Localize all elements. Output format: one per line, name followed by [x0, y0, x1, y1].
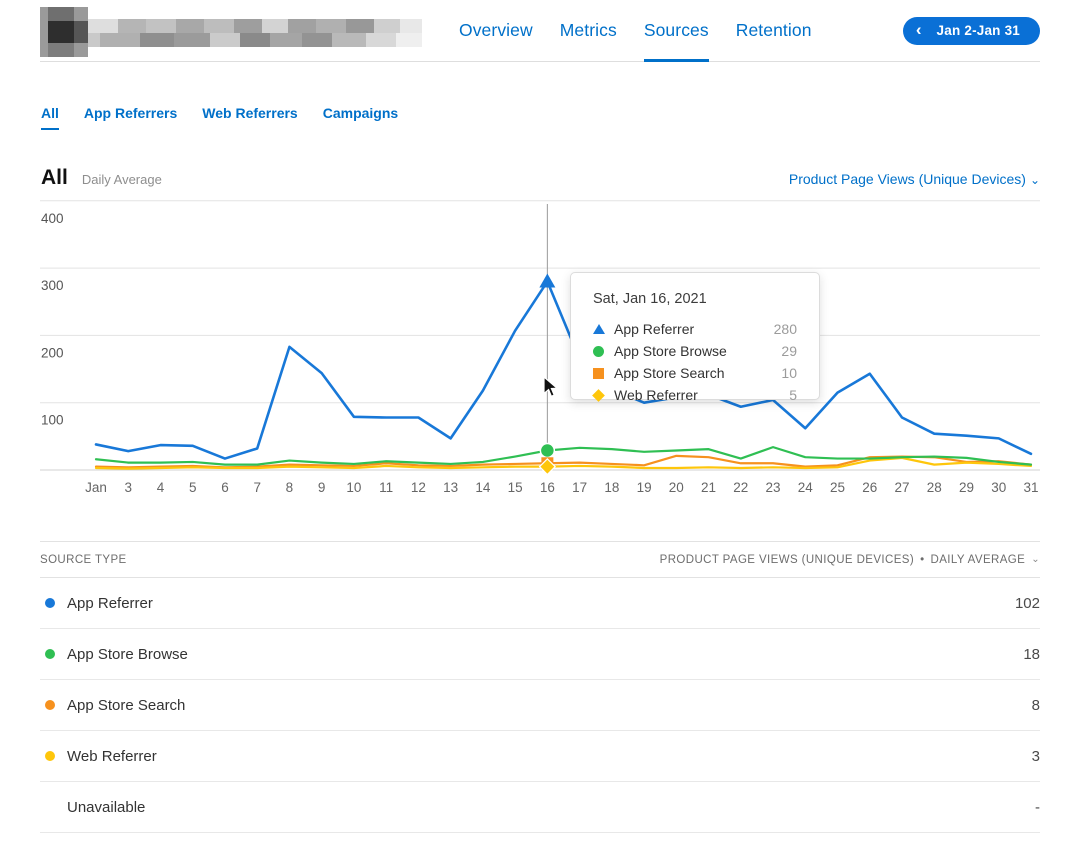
svg-text:Jan: Jan — [85, 480, 107, 495]
table-row-app-store-browse[interactable]: App Store Browse 18 — [40, 629, 1040, 680]
table-header: SOURCE TYPE PRODUCT PAGE VIEWS (UNIQUE D… — [40, 541, 1040, 578]
section-title: All — [41, 166, 68, 189]
main-nav: Overview Metrics Sources Retention — [459, 0, 812, 62]
svg-text:23: 23 — [766, 480, 781, 495]
subtab-web-referrers[interactable]: Web Referrers — [202, 105, 298, 121]
tooltip-row: Web Referrer 5 — [592, 384, 797, 406]
svg-text:4: 4 — [157, 480, 165, 495]
subtab-app-referrers[interactable]: App Referrers — [83, 105, 178, 121]
svg-text:19: 19 — [637, 480, 652, 495]
source-type-subtabs: All App Referrers Web Referrers Campaign… — [41, 62, 1040, 130]
tab-metrics[interactable]: Metrics — [559, 20, 617, 40]
svg-text:28: 28 — [927, 480, 942, 495]
table-row-web-referrer[interactable]: Web Referrer 3 — [40, 731, 1040, 782]
page-header: Overview Metrics Sources Retention ‹ Jan… — [40, 0, 1040, 62]
svg-text:3: 3 — [124, 480, 132, 495]
svg-text:16: 16 — [540, 480, 555, 495]
metric-selector[interactable]: Product Page Views (Unique Devices) ⌄ — [789, 171, 1040, 187]
svg-text:9: 9 — [318, 480, 326, 495]
date-range-button[interactable]: ‹ Jan 2-Jan 31 — [902, 16, 1040, 45]
subtab-campaigns[interactable]: Campaigns — [322, 105, 399, 121]
svg-text:18: 18 — [604, 480, 619, 495]
svg-text:300: 300 — [41, 278, 64, 293]
table-row-unavailable[interactable]: Unavailable - — [40, 782, 1040, 833]
date-range-label: Jan 2-Jan 31 — [936, 23, 1020, 38]
square-marker-icon — [593, 367, 607, 379]
diamond-marker-icon — [592, 388, 607, 402]
chevron-down-icon: ⌄ — [1029, 173, 1040, 187]
section-heading: All Daily Average Product Page Views (Un… — [41, 166, 1040, 190]
svg-text:22: 22 — [733, 480, 748, 495]
tab-retention[interactable]: Retention — [735, 20, 812, 40]
bullet-separator: • — [920, 553, 925, 566]
series-dot-blue — [45, 598, 55, 608]
subtab-all[interactable]: All — [41, 105, 59, 130]
svg-text:6: 6 — [221, 480, 229, 495]
metric-selector-label: Product Page Views (Unique Devices) — [788, 171, 1026, 187]
svg-text:26: 26 — [862, 480, 877, 495]
svg-text:200: 200 — [41, 345, 64, 360]
table-row-app-referrer[interactable]: App Referrer 102 — [40, 578, 1040, 629]
series-dot-green — [45, 649, 55, 659]
svg-text:13: 13 — [443, 480, 458, 495]
sources-line-chart[interactable]: 400 300 200 100 Jan 3 4 5 6 7 8 9 10 11 12 13 14 15 16 17 18… — [40, 200, 1040, 500]
svg-text:24: 24 — [798, 480, 814, 495]
column-metric-sort[interactable]: PRODUCT PAGE VIEWS (UNIQUE DEVICES) • DA… — [659, 553, 1040, 566]
svg-text:7: 7 — [253, 480, 261, 495]
triangle-marker-icon — [593, 324, 607, 334]
svg-text:15: 15 — [508, 480, 523, 495]
circle-marker-icon — [593, 345, 607, 357]
column-source-type: SOURCE TYPE — [40, 553, 127, 566]
svg-text:12: 12 — [411, 480, 426, 495]
svg-text:30: 30 — [991, 480, 1006, 495]
tab-sources[interactable]: Sources — [643, 0, 709, 62]
svg-text:20: 20 — [669, 480, 684, 495]
svg-text:25: 25 — [830, 480, 845, 495]
svg-text:17: 17 — [572, 480, 587, 495]
svg-text:11: 11 — [379, 480, 393, 495]
chart-canvas[interactable]: 400 300 200 100 Jan 3 4 5 6 7 8 9 10 11 12 13 14 15 16 17 18… — [40, 200, 1040, 500]
tooltip-date: Sat, Jan 16, 2021 — [593, 291, 707, 307]
svg-text:8: 8 — [286, 480, 294, 495]
svg-text:31: 31 — [1023, 480, 1038, 495]
tooltip-row: App Store Browse 29 — [593, 340, 797, 362]
tab-overview[interactable]: Overview — [459, 20, 533, 40]
app-title-redacted — [40, 6, 422, 57]
series-dot-yellow — [45, 751, 55, 761]
tooltip-row: App Referrer 280 — [593, 318, 797, 340]
section-subtitle: Daily Average — [81, 172, 162, 187]
series-dot-none — [45, 802, 55, 812]
svg-text:100: 100 — [41, 413, 64, 428]
svg-text:29: 29 — [959, 480, 974, 495]
svg-text:5: 5 — [189, 480, 197, 495]
svg-text:400: 400 — [41, 211, 64, 226]
series-dot-orange — [45, 700, 55, 710]
chevron-left-icon[interactable]: ‹ — [915, 20, 922, 39]
sort-chevron-icon: ⌄ — [1031, 554, 1040, 565]
svg-text:21: 21 — [701, 480, 716, 495]
chart-tooltip: Sat, Jan 16, 2021 App Referrer 280 App S… — [570, 272, 820, 403]
tooltip-row: App Store Search 10 — [593, 362, 797, 384]
svg-text:27: 27 — [894, 480, 909, 495]
source-type-table: SOURCE TYPE PRODUCT PAGE VIEWS (UNIQUE D… — [40, 541, 1040, 833]
svg-text:14: 14 — [475, 480, 491, 495]
table-row-app-store-search[interactable]: App Store Search 8 — [40, 680, 1040, 731]
svg-text:10: 10 — [346, 480, 361, 495]
